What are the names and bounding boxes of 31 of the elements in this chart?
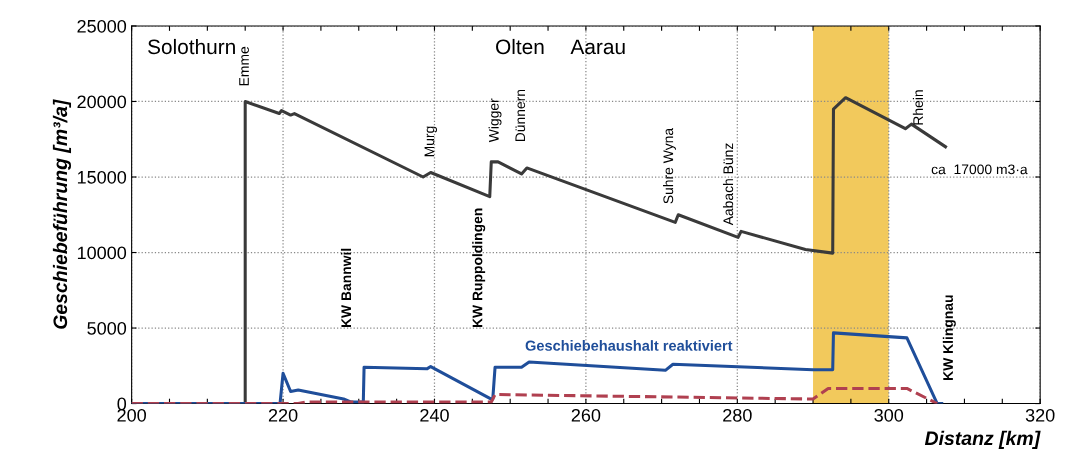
annotation: Suhre Wyna bbox=[663, 127, 676, 204]
annotation: Murg bbox=[424, 126, 438, 157]
y-tick-label: 10000 bbox=[77, 246, 127, 260]
x-tick-label: 240 bbox=[420, 408, 449, 422]
annotation: Solothurn bbox=[148, 38, 235, 55]
x-tick-label: 220 bbox=[268, 408, 298, 422]
annotation: Aabach Bünz bbox=[722, 143, 734, 226]
annotation: KW Ruppoldingen bbox=[472, 208, 486, 328]
annotation: Aarau bbox=[570, 39, 625, 55]
annotation: Emme bbox=[239, 46, 249, 86]
x-axis-title: Distanz [km] bbox=[924, 430, 1041, 449]
y-tick-label: 25000 bbox=[77, 19, 127, 33]
annotation: Rhein bbox=[912, 90, 924, 125]
annotation: ca 17000 m3·a bbox=[931, 164, 1028, 175]
annotation: KW Bannwil bbox=[340, 248, 352, 328]
y-axis-title: Geschiebeführung [m³/a] bbox=[52, 99, 72, 329]
annotation: Dünnern bbox=[515, 89, 526, 142]
x-tick-label: 320 bbox=[1025, 408, 1055, 422]
y-tick-label: 15000 bbox=[77, 170, 127, 184]
annotation: Wigger bbox=[488, 98, 502, 143]
y-tick-label: 20000 bbox=[77, 95, 127, 109]
annotation: KW Klingnau bbox=[942, 295, 956, 380]
annotation: Olten bbox=[496, 38, 544, 55]
y-tick-label: 5000 bbox=[87, 321, 127, 335]
annotation: Geschiebehaushalt reaktiviert bbox=[525, 340, 733, 351]
x-tick-label: 260 bbox=[571, 408, 601, 422]
y-tick-label: 0 bbox=[117, 397, 127, 411]
line-series bbox=[131, 386, 939, 404]
x-tick-label: 300 bbox=[874, 408, 904, 422]
x-tick-label: 280 bbox=[723, 408, 752, 422]
x-tick-label: 200 bbox=[117, 408, 146, 422]
